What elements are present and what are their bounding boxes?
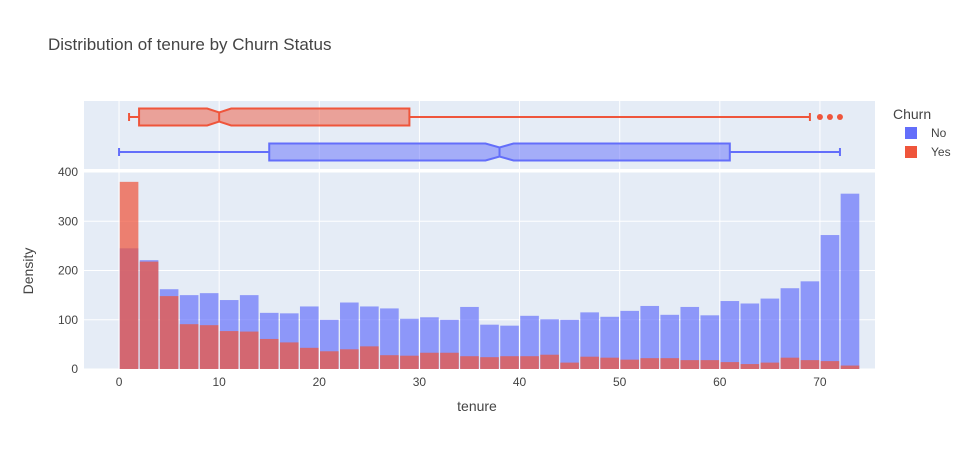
bar-yes[interactable] bbox=[440, 352, 459, 369]
bar-no[interactable] bbox=[580, 312, 599, 369]
x-tick-label: 20 bbox=[313, 375, 327, 389]
legend-item-no[interactable]: No bbox=[905, 126, 947, 140]
x-tick-label: 60 bbox=[713, 375, 727, 389]
bar-yes[interactable] bbox=[460, 356, 479, 369]
bar-no[interactable] bbox=[460, 306, 479, 369]
y-axis-label: Density bbox=[20, 248, 36, 295]
box-no[interactable] bbox=[118, 142, 841, 162]
bar-yes[interactable] bbox=[480, 357, 499, 369]
bar-no[interactable] bbox=[800, 281, 820, 369]
bar-yes[interactable] bbox=[360, 346, 379, 369]
bar-no[interactable] bbox=[660, 314, 680, 369]
box-yes[interactable] bbox=[128, 107, 843, 127]
histogram-gridlines bbox=[84, 171, 875, 370]
bar-yes[interactable] bbox=[299, 347, 319, 369]
x-tick-label: 50 bbox=[613, 375, 627, 389]
bar-no[interactable] bbox=[520, 315, 539, 369]
bar-yes[interactable] bbox=[720, 362, 740, 369]
bar-yes[interactable] bbox=[800, 360, 820, 369]
bar-yes[interactable] bbox=[340, 349, 359, 369]
y-tick-label: 400 bbox=[58, 165, 78, 179]
bar-no[interactable] bbox=[640, 305, 660, 369]
bar-yes[interactable] bbox=[840, 365, 860, 369]
legend-label-yes: Yes bbox=[931, 145, 951, 159]
chart-title: Distribution of tenure by Churn Status bbox=[48, 35, 331, 54]
bar-yes[interactable] bbox=[179, 324, 199, 369]
bar-no[interactable] bbox=[720, 301, 740, 369]
bar-no[interactable] bbox=[840, 193, 860, 369]
x-axis-ticks: 0 10 20 30 40 50 60 70 bbox=[116, 375, 827, 389]
bar-yes[interactable] bbox=[740, 364, 760, 369]
y-tick-label: 0 bbox=[71, 362, 78, 376]
bar-yes[interactable] bbox=[420, 352, 439, 369]
x-axis-label: tenure bbox=[457, 398, 497, 414]
box-body bbox=[138, 107, 411, 127]
bar-yes[interactable] bbox=[159, 296, 179, 369]
bar-no[interactable] bbox=[380, 308, 399, 369]
bar-yes[interactable] bbox=[680, 360, 700, 369]
bar-no[interactable] bbox=[820, 235, 840, 369]
x-tick-label: 70 bbox=[813, 375, 827, 389]
bar-yes[interactable] bbox=[580, 356, 599, 369]
bar-no[interactable] bbox=[600, 316, 619, 369]
bar-no[interactable] bbox=[700, 315, 720, 369]
y-axis-ticks: 0 100 200 300 400 bbox=[58, 165, 78, 376]
bar-no[interactable] bbox=[780, 288, 800, 369]
outlier-point[interactable] bbox=[836, 114, 843, 120]
bar-yes[interactable] bbox=[259, 338, 279, 369]
legend-item-yes[interactable]: Yes bbox=[905, 145, 951, 159]
legend-swatch-no bbox=[905, 127, 917, 139]
bar-no[interactable] bbox=[680, 306, 700, 369]
x-tick-label: 0 bbox=[116, 375, 123, 389]
bar-yes[interactable] bbox=[380, 355, 399, 369]
bars-series-yes[interactable] bbox=[119, 181, 860, 369]
bar-yes[interactable] bbox=[520, 356, 539, 369]
y-tick-label: 200 bbox=[58, 264, 78, 278]
box-plots bbox=[118, 107, 843, 162]
y-tick-label: 100 bbox=[58, 313, 78, 327]
bar-no[interactable] bbox=[740, 303, 760, 369]
bar-no[interactable] bbox=[620, 310, 640, 369]
x-tick-label: 30 bbox=[413, 375, 427, 389]
bar-yes[interactable] bbox=[319, 351, 339, 369]
bar-yes[interactable] bbox=[700, 360, 720, 369]
legend-swatch-yes bbox=[905, 146, 917, 158]
bar-no[interactable] bbox=[760, 298, 780, 369]
x-tick-label: 10 bbox=[212, 375, 226, 389]
bar-yes[interactable] bbox=[239, 331, 259, 369]
bar-yes[interactable] bbox=[620, 359, 640, 369]
bar-yes[interactable] bbox=[199, 325, 219, 369]
bar-yes[interactable] bbox=[540, 354, 559, 369]
bar-yes[interactable] bbox=[660, 358, 680, 369]
bar-yes[interactable] bbox=[640, 358, 660, 369]
bar-yes[interactable] bbox=[400, 355, 419, 369]
bar-yes[interactable] bbox=[279, 342, 299, 369]
bar-yes[interactable] bbox=[219, 331, 239, 369]
bar-yes[interactable] bbox=[760, 362, 780, 369]
bar-yes[interactable] bbox=[780, 357, 800, 369]
bar-no[interactable] bbox=[560, 319, 579, 369]
bar-yes[interactable] bbox=[119, 181, 139, 369]
bar-yes[interactable] bbox=[139, 261, 159, 369]
bar-yes[interactable] bbox=[500, 356, 519, 369]
outlier-point[interactable] bbox=[826, 114, 833, 120]
x-tick-label: 40 bbox=[513, 375, 527, 389]
legend: Churn No Yes bbox=[893, 106, 951, 159]
y-tick-label: 300 bbox=[58, 214, 78, 228]
bar-yes[interactable] bbox=[600, 357, 619, 369]
legend-title: Churn bbox=[893, 106, 931, 122]
bar-yes[interactable] bbox=[560, 362, 579, 369]
bar-yes[interactable] bbox=[820, 361, 840, 369]
legend-label-no: No bbox=[931, 126, 947, 140]
outlier-point[interactable] bbox=[816, 114, 823, 120]
